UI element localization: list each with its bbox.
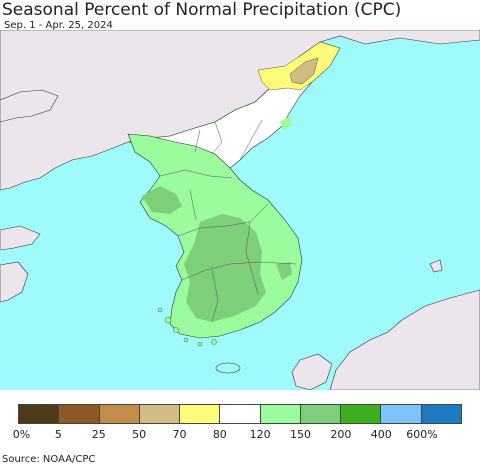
- legend-tick-label: 80: [212, 428, 227, 441]
- legend-swatch: [340, 404, 382, 424]
- legend-tick-label: 200: [330, 428, 352, 441]
- legend-swatch: [259, 404, 301, 424]
- legend-swatch: [18, 404, 60, 424]
- legend-tick-label: 50: [132, 428, 147, 441]
- jeju-island: [215, 362, 241, 374]
- legend-tick-label: 70: [172, 428, 187, 441]
- legend-swatch: [299, 404, 342, 424]
- shandong-peninsula: [0, 225, 41, 251]
- legend-tick-label: 150: [290, 428, 312, 441]
- legend-tick-label: 0%: [12, 428, 31, 441]
- japan-honshu: [329, 289, 480, 390]
- map-date-range: Sep. 1 - Apr. 25, 2024: [4, 20, 113, 31]
- legend-swatch: [138, 404, 181, 424]
- legend-swatch: [179, 404, 221, 424]
- north-korea-tan-zone: [289, 57, 319, 85]
- legend-tick-label: 25: [91, 428, 106, 441]
- mid-green-west-coast: [142, 186, 182, 214]
- legend-tick-label: 5: [54, 428, 62, 441]
- mid-green-central: [184, 214, 266, 322]
- japan-kyushu: [291, 353, 333, 390]
- legend-swatch: [98, 404, 140, 424]
- legend-tick-label: 120: [249, 428, 271, 441]
- japan-island-small: [429, 259, 443, 273]
- legend-swatch: [420, 404, 462, 424]
- liaodong-peninsula: [0, 89, 59, 123]
- legend-tick-label: 400: [370, 428, 392, 441]
- mid-green-east-coast: [276, 262, 292, 280]
- southwest-islands: [157, 307, 217, 347]
- north-korea-yellow-zone: [257, 41, 341, 91]
- precipitation-map: [0, 30, 480, 390]
- legend-swatch: [380, 404, 422, 424]
- legend-color-bar: [18, 404, 462, 424]
- legend-swatch: [58, 404, 100, 424]
- legend-tick-label: 600%: [406, 428, 438, 441]
- source-credit: Source: NOAA/CPC: [2, 454, 96, 465]
- north-korea-green-spot: [280, 116, 292, 130]
- legend-swatch: [219, 404, 261, 424]
- province-borders: [159, 119, 297, 323]
- china-southwest: [0, 261, 29, 303]
- map-title: Seasonal Percent of Normal Precipitation…: [2, 0, 402, 20]
